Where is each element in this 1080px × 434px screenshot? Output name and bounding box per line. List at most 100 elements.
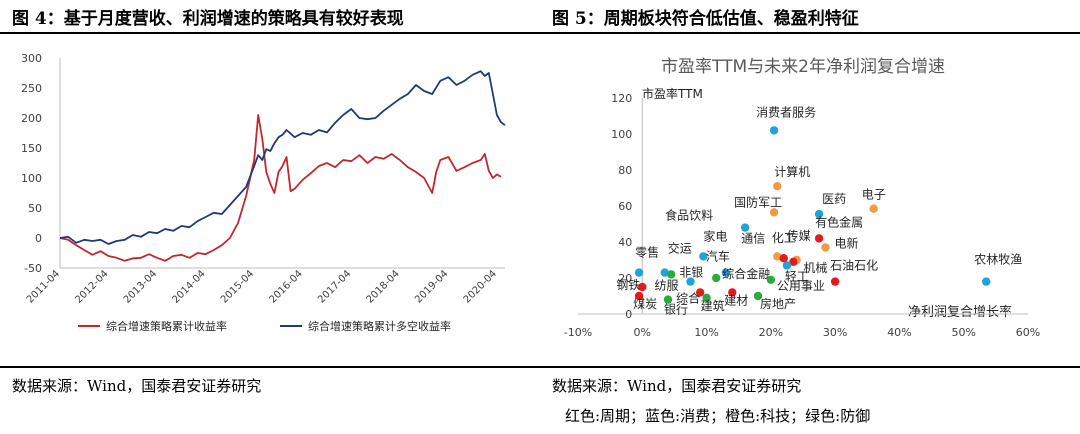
x-tick-label: 2015-04 — [219, 268, 256, 305]
scatter-point-label: 交运 — [668, 241, 692, 256]
scatter-point — [702, 293, 711, 302]
series-line-1 — [59, 114, 502, 262]
scatter-point-label: 有色金属 — [815, 214, 863, 229]
y-tick-label: 200 — [21, 112, 42, 125]
bottom-rule — [0, 366, 1080, 368]
scatter-point — [779, 254, 788, 263]
x-tick-label: 2016-04 — [268, 268, 305, 305]
x-tick-label: 2018-04 — [365, 268, 402, 305]
y-tick-label: 60 — [618, 200, 632, 213]
scatter-point — [773, 182, 782, 191]
x-tick-label: 2017-04 — [316, 268, 353, 305]
x-tick-label: 0% — [634, 326, 651, 339]
color-legend-note: 红色:周期；蓝色:消费；橙色:科技；绿色:防御 — [565, 407, 871, 425]
scatter-point — [769, 126, 779, 135]
scatter-point-label: 公用事业 — [777, 279, 825, 293]
scatter-point — [814, 234, 824, 243]
scatter-point-label: 消费者服务 — [756, 104, 816, 119]
y-tick-label: -50 — [24, 262, 42, 275]
scatter-point-label: 化工 — [772, 231, 796, 245]
x-tick-label: 2013-04 — [122, 268, 159, 305]
line-chart-y-ticks: 300 250 200 150 100 50 0 -50 — [21, 52, 42, 275]
y-tick-label: 250 — [21, 82, 42, 95]
x-tick-label: 10% — [694, 326, 718, 339]
scatter-point-label: 家电 — [703, 228, 727, 243]
y-tick-label: 100 — [21, 172, 42, 185]
right-figure-title: 图 5：周期板块符合低估值、稳盈利特征 — [552, 9, 859, 29]
left-figure-title: 图 4：基于月度营收、利润增速的策略具有较好表现 — [12, 9, 404, 29]
y-tick-label: 120 — [611, 92, 632, 105]
scatter-point-label: 国防军工 — [734, 194, 782, 209]
scatter-x-axis-label: 净利润复合增长率 — [908, 304, 1012, 320]
x-tick-label: 60% — [1016, 326, 1040, 339]
scatter-title: 市盈率TTM与未来2年净利润复合增速 — [661, 57, 945, 77]
y-tick-label: 100 — [611, 128, 632, 141]
x-tick-label: 2012-04 — [73, 268, 110, 305]
line-chart-legend: 综合增速策略累计收益率 综合增速策略累计多空收益率 — [78, 319, 451, 333]
y-tick-label: 80 — [618, 164, 632, 177]
scatter-y-axis-label: 市盈率TTM — [642, 86, 703, 101]
x-tick-label: 2019-04 — [413, 268, 450, 305]
right-source-note: 数据来源：Wind，国泰君安证券研究 — [552, 377, 802, 395]
scatter-point-label: 石油石化 — [830, 259, 878, 273]
scatter-point — [721, 268, 731, 277]
scatter-point-label: 计算机 — [774, 164, 810, 179]
scatter-point — [773, 252, 782, 261]
y-tick-label: 0 — [625, 308, 632, 321]
scatter-point — [663, 295, 673, 304]
scatter-axes — [578, 98, 1028, 315]
scatter-chart: 市盈率TTM与未来2年净利润复合增速 市盈率TTM 净利润复合增长率 120 10… — [564, 57, 1040, 339]
y-tick-label: 50 — [28, 202, 42, 215]
scatter-point-label: 煤炭 — [633, 297, 657, 311]
scatter-point-label: 医药 — [822, 192, 846, 206]
x-tick-label: 30% — [823, 326, 847, 339]
scatter-point-label: 建材 — [724, 293, 748, 307]
scatter-point-label: 机械 — [803, 260, 827, 275]
scatter-point — [753, 291, 763, 301]
y-tick-label: 0 — [35, 232, 42, 245]
scatter-point — [782, 261, 792, 270]
scatter-point-label: 电新 — [835, 235, 859, 250]
top-rule — [0, 32, 1080, 34]
scatter-point-label: 汽车 — [706, 249, 730, 264]
scatter-point — [821, 243, 830, 252]
scatter-point — [740, 223, 750, 232]
scatter-point-label: 农林牧渔 — [974, 253, 1022, 267]
scatter-point — [667, 270, 676, 279]
x-tick-label: 20% — [759, 326, 783, 339]
scatter-point — [638, 282, 647, 292]
y-tick-label: 150 — [21, 142, 42, 155]
scatter-point — [814, 209, 824, 219]
scatter-point — [766, 275, 776, 284]
scatter-point-label: 食品饮料 — [665, 208, 713, 223]
scatter-point — [982, 277, 991, 286]
scatter-point — [699, 252, 708, 261]
scatter-point — [869, 204, 878, 213]
scatter-point-label: 银行 — [664, 303, 688, 317]
scatter-point — [695, 288, 705, 297]
x-tick-label: 40% — [887, 326, 911, 339]
scatter-point-label: 非银 — [679, 265, 703, 279]
scatter-point — [728, 288, 737, 297]
y-tick-label: 300 — [21, 52, 42, 65]
scatter-point — [634, 268, 644, 277]
scatter-point-label: 零售 — [635, 245, 659, 260]
scatter-x-ticks: -10% 0% 10% 20% 30% 40% 50% 60% — [564, 326, 1040, 339]
y-tick-label: 20 — [618, 272, 632, 285]
line-chart-axes — [59, 58, 505, 269]
scatter-point — [830, 277, 840, 286]
line-chart-series — [59, 70, 506, 262]
x-tick-label: -10% — [564, 326, 592, 339]
scatter-point-label: 钢铁 — [616, 278, 640, 292]
scatter-point — [686, 277, 695, 286]
x-tick-label: 2014-04 — [170, 268, 207, 305]
scatter-point-label: 电子 — [862, 188, 886, 202]
left-source-note: 数据来源：Wind，国泰君安证券研究 — [12, 377, 262, 395]
legend-label-1: 综合增速策略累计收益率 — [106, 319, 227, 333]
x-tick-label: 50% — [951, 326, 975, 339]
line-chart-x-ticks: 2011-04 2012-04 2013-04 2014-04 2015-04 2016-… — [25, 268, 499, 305]
scatter-point-label: 综合 — [676, 290, 700, 305]
scatter-point — [769, 208, 779, 217]
